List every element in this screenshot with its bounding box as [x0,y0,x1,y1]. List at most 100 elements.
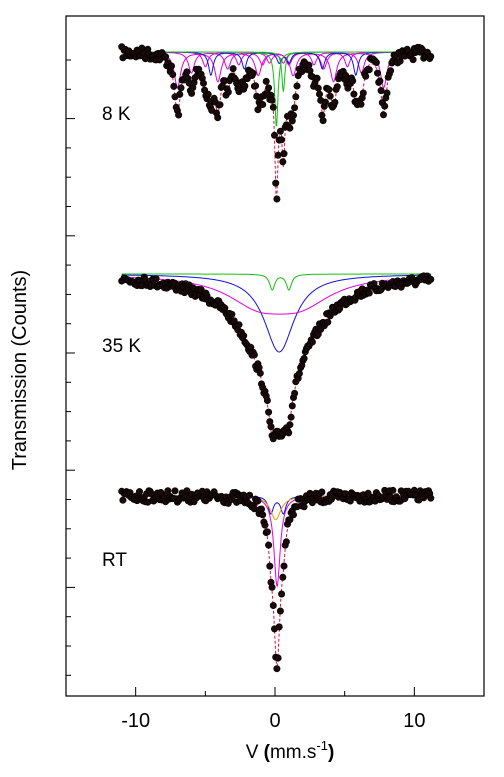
data-point [235,321,243,329]
data-point [200,79,208,87]
data-point [265,541,273,549]
data-point [259,511,267,519]
data-point [183,68,191,76]
data-point [365,289,373,297]
data-point [279,573,287,581]
data-point [349,77,357,85]
x-axis-label-paren-close: ) [328,742,334,763]
data-point [274,654,282,662]
data-point [293,82,301,90]
data-point [250,351,258,359]
data-point [273,665,281,673]
data-point [373,69,381,77]
panel-label: 8 K [102,104,131,125]
data-point [286,516,294,524]
data-point [168,62,176,70]
data-point [325,86,333,94]
data-point [268,96,276,104]
data-point [319,117,327,125]
data-point [183,487,191,495]
data-point [254,497,262,505]
data-point [308,338,316,346]
data-point [269,601,277,609]
data-point [342,71,350,79]
data-point [300,354,308,362]
data-point [359,89,367,97]
panel-label: 35 K [102,336,141,357]
data-point [274,151,282,159]
data-point [273,195,281,203]
data-point [164,487,172,495]
data-point [272,179,280,187]
data-point [364,489,372,497]
data-point [204,90,212,98]
data-point [282,538,290,546]
x-axis-label-prefix: V [246,742,264,763]
data-point [257,505,265,513]
data-point [256,369,264,377]
data-point [270,131,278,139]
data-point [278,590,286,598]
x-axis-label-paren-open: ( [264,742,271,763]
x-tick-label: 10 [403,710,425,732]
data-point [188,89,196,97]
data-point [214,114,222,122]
data-point [376,77,384,85]
data-point [278,136,286,144]
data-point [246,491,254,499]
data-point [362,72,370,80]
data-point [381,102,389,110]
data-point [286,124,294,132]
data-point [229,65,237,73]
spectrum-panel: 35 K [102,272,435,443]
data-point [275,623,283,631]
data-point [291,104,299,112]
data-point [249,69,257,77]
data-point [269,103,277,111]
data-point [285,429,293,437]
data-point [427,494,435,502]
data-point [383,89,391,97]
data-point [176,90,184,98]
data-point [170,82,178,90]
data-point [152,275,160,283]
data-point [197,286,205,294]
fit-component-green [121,51,432,92]
data-point [350,90,358,98]
data-point [300,503,308,511]
fit-total [121,278,432,440]
x-tick-label: -10 [121,710,150,732]
data-point [377,87,385,95]
fit-total [121,52,432,203]
spectra-panels: 8 K 35 K RT [102,43,435,673]
data-point [280,150,288,158]
data-point [224,88,232,96]
data-point [331,98,339,106]
data-point [171,487,179,495]
data-point [379,111,387,119]
data-point [265,84,273,92]
data-point [305,61,313,69]
data-point [266,562,274,570]
y-axis-ticks [66,59,75,676]
data-point [228,310,236,318]
data-point [324,318,332,326]
data-point [268,583,276,591]
data-point [389,486,397,494]
data-point [286,421,294,429]
data-point [321,98,329,106]
data-point [241,82,249,90]
data-point [292,93,300,101]
data-point [255,364,263,372]
panel-label: RT [102,550,127,571]
data-point [291,389,299,397]
data-point [315,90,323,98]
data-point [372,58,380,66]
data-point [295,369,303,377]
data-point [318,488,326,496]
data-point [261,521,269,529]
data-point [262,77,270,85]
data-point [279,158,287,166]
